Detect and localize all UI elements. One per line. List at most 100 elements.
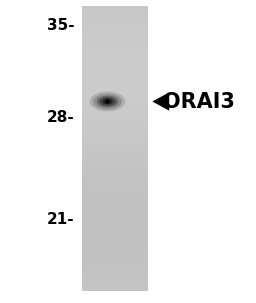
Bar [82, 168, 148, 171]
Bar [82, 174, 148, 177]
Bar [82, 97, 148, 100]
Bar [82, 60, 148, 63]
Bar [82, 242, 148, 246]
Bar [82, 225, 148, 228]
Bar [82, 185, 148, 189]
Bar [82, 154, 148, 157]
Bar [82, 32, 148, 35]
Bar [82, 132, 148, 135]
Bar [82, 205, 148, 208]
Bar [82, 92, 148, 95]
Bar [82, 268, 148, 271]
Bar [82, 245, 148, 248]
Bar [82, 180, 148, 183]
Bar [82, 194, 148, 197]
Ellipse shape [99, 97, 116, 106]
Bar [82, 214, 148, 217]
Bar [82, 57, 148, 61]
Bar [82, 188, 148, 191]
Bar [82, 211, 148, 214]
Bar [82, 66, 148, 69]
Bar [82, 108, 148, 112]
Bar [82, 100, 148, 103]
Ellipse shape [102, 98, 113, 105]
Bar [82, 248, 148, 251]
Bar [82, 134, 148, 137]
Bar [82, 15, 148, 18]
Bar [82, 271, 148, 274]
Bar [82, 277, 148, 280]
Bar [82, 37, 148, 41]
Bar [82, 251, 148, 254]
Bar [82, 12, 148, 15]
Text: 28-: 28- [47, 110, 74, 125]
Bar [82, 262, 148, 265]
Bar [82, 23, 148, 26]
Bar [82, 29, 148, 32]
Bar [82, 103, 148, 106]
Bar [82, 9, 148, 12]
Bar [82, 112, 148, 115]
Bar [82, 143, 148, 146]
Bar [82, 72, 148, 75]
Bar [82, 55, 148, 58]
Bar [82, 254, 148, 257]
Bar [82, 148, 148, 152]
Bar [82, 18, 148, 21]
Text: 21-: 21- [47, 212, 74, 227]
Bar [82, 217, 148, 220]
Bar [82, 177, 148, 180]
Bar [82, 260, 148, 263]
Bar [82, 257, 148, 260]
Bar [82, 157, 148, 160]
Bar [82, 274, 148, 277]
Bar [82, 160, 148, 163]
Text: 35-: 35- [47, 18, 74, 34]
Bar [82, 20, 148, 23]
Bar [82, 89, 148, 92]
Bar [82, 63, 148, 66]
Bar [82, 285, 148, 288]
Bar [82, 288, 148, 291]
Bar [82, 165, 148, 169]
Bar [82, 40, 148, 43]
Bar [82, 43, 148, 46]
Bar [82, 140, 148, 143]
Bar [82, 6, 148, 291]
Ellipse shape [97, 96, 118, 108]
Bar [82, 240, 148, 243]
Bar [82, 75, 148, 78]
Bar [82, 208, 148, 211]
Text: ORAI3: ORAI3 [163, 92, 234, 112]
Ellipse shape [93, 94, 122, 109]
Bar [82, 137, 148, 140]
Bar [82, 126, 148, 129]
Polygon shape [152, 92, 169, 111]
Bar [82, 220, 148, 223]
Bar [82, 86, 148, 89]
Bar [82, 83, 148, 86]
Bar [82, 26, 148, 29]
Bar [82, 282, 148, 285]
Bar [82, 120, 148, 123]
Bar [82, 231, 148, 234]
Bar [82, 80, 148, 83]
Bar [82, 94, 148, 98]
Bar [82, 117, 148, 120]
Bar [82, 191, 148, 194]
Bar [82, 6, 148, 9]
Bar [82, 203, 148, 206]
Bar [82, 197, 148, 200]
Ellipse shape [105, 99, 110, 104]
Bar [82, 77, 148, 80]
Bar [82, 222, 148, 226]
Bar [82, 46, 148, 49]
Bar [82, 52, 148, 55]
Bar [82, 265, 148, 268]
Bar [82, 163, 148, 166]
Bar [82, 123, 148, 126]
Bar [82, 69, 148, 72]
Bar [82, 234, 148, 237]
Bar [82, 279, 148, 283]
Bar [82, 128, 148, 132]
